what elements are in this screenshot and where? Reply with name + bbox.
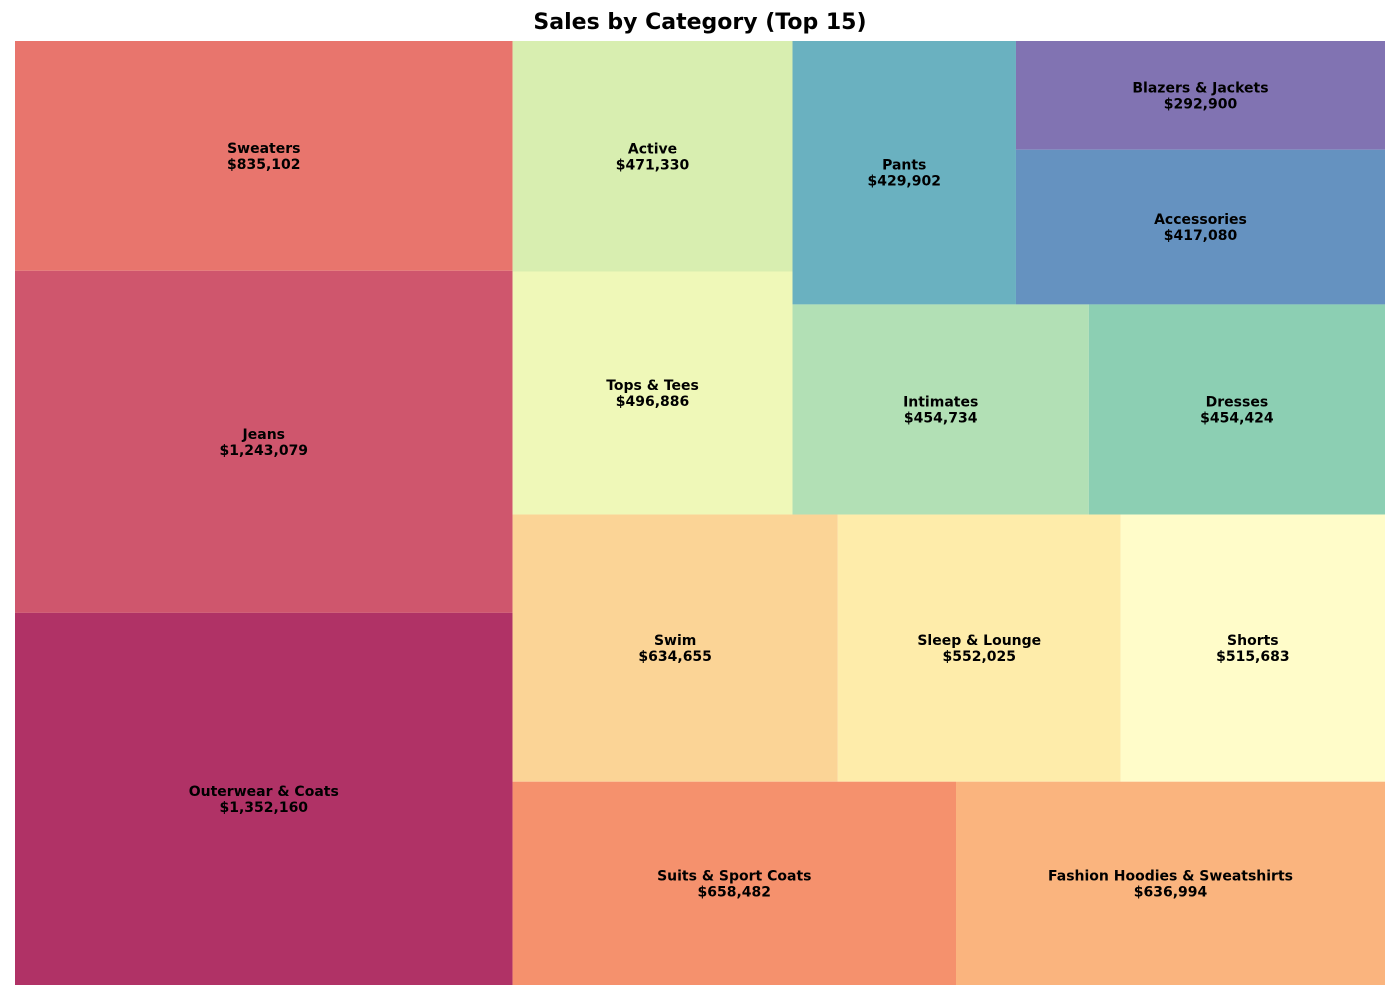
tile-value-accessories: $417,080 [1164, 228, 1238, 244]
tile-outerwear-coats: Outerwear & Coats$1,352,160 [15, 612, 513, 985]
tile-accessories: Accessories$417,080 [1015, 149, 1385, 305]
tile-rect-swim [512, 514, 838, 782]
tile-label-blazers-jackets: Blazers & Jackets [1132, 80, 1268, 96]
tile-rect-intimates [792, 304, 1089, 515]
tile-active: Active$471,330 [512, 41, 793, 272]
tile-sleep-lounge: Sleep & Lounge$552,025 [837, 514, 1121, 782]
tile-rect-jeans [15, 270, 513, 613]
tile-pants: Pants$429,902 [792, 41, 1016, 305]
tile-value-dresses: $454,424 [1200, 410, 1274, 426]
tile-value-active: $471,330 [616, 157, 690, 173]
tile-value-shorts: $515,683 [1216, 649, 1290, 665]
tile-value-intimates: $454,734 [904, 410, 978, 426]
tile-dresses: Dresses$454,424 [1088, 304, 1385, 515]
tile-value-tops-tees: $496,886 [616, 394, 690, 410]
tile-label-active: Active [628, 141, 677, 157]
tile-label-sweaters: Sweaters [227, 141, 300, 157]
tile-rect-accessories [1015, 149, 1385, 305]
tile-value-suits-sport-coats: $658,482 [698, 884, 772, 900]
tile-rect-tops-tees [512, 271, 793, 515]
tile-tops-tees: Tops & Tees$496,886 [512, 271, 793, 515]
tile-label-intimates: Intimates [903, 394, 978, 410]
tile-rect-dresses [1088, 304, 1385, 515]
tile-label-sleep-lounge: Sleep & Lounge [917, 633, 1041, 649]
tile-label-outerwear-coats: Outerwear & Coats [189, 784, 339, 800]
tile-value-outerwear-coats: $1,352,160 [219, 800, 308, 816]
tile-label-pants: Pants [882, 158, 926, 174]
tile-label-accessories: Accessories [1154, 212, 1247, 228]
tile-value-pants: $429,902 [867, 174, 941, 190]
tile-rect-outerwear-coats [15, 612, 513, 985]
tile-label-suits-sport-coats: Suits & Sport Coats [657, 868, 811, 884]
tile-label-shorts: Shorts [1227, 633, 1279, 649]
tile-shorts: Shorts$515,683 [1120, 514, 1385, 782]
tile-blazers-jackets: Blazers & Jackets$292,900 [1015, 41, 1385, 150]
tile-label-tops-tees: Tops & Tees [606, 378, 699, 394]
tile-value-swim: $634,655 [638, 649, 712, 665]
tile-rect-blazers-jackets [1015, 41, 1385, 150]
tile-rect-fashion-hoodies-sweatshirts [956, 781, 1385, 985]
tile-rect-sweaters [15, 41, 513, 271]
tile-intimates: Intimates$454,734 [792, 304, 1089, 515]
tile-value-jeans: $1,243,079 [219, 443, 308, 459]
tile-rect-suits-sport-coats [512, 781, 957, 985]
tile-rect-active [512, 41, 793, 272]
tile-jeans: Jeans$1,243,079 [15, 270, 513, 613]
tile-fashion-hoodies-sweatshirts: Fashion Hoodies & Sweatshirts$636,994 [956, 781, 1385, 985]
tile-suits-sport-coats: Suits & Sport Coats$658,482 [512, 781, 957, 985]
tile-swim: Swim$634,655 [512, 514, 838, 782]
tile-label-fashion-hoodies-sweatshirts: Fashion Hoodies & Sweatshirts [1048, 868, 1293, 884]
tile-label-jeans: Jeans [242, 427, 285, 443]
tile-value-sweaters: $835,102 [227, 157, 301, 173]
tile-rect-sleep-lounge [837, 514, 1121, 782]
tile-sweaters: Sweaters$835,102 [15, 41, 513, 271]
tile-label-dresses: Dresses [1206, 394, 1269, 410]
chart-title: Sales by Category (Top 15) [533, 10, 867, 35]
tile-rect-shorts [1120, 514, 1385, 782]
tile-value-fashion-hoodies-sweatshirts: $636,994 [1134, 884, 1208, 900]
tile-value-sleep-lounge: $552,025 [943, 649, 1017, 665]
tile-value-blazers-jackets: $292,900 [1164, 96, 1238, 112]
tile-label-swim: Swim [654, 633, 696, 649]
tile-rect-pants [792, 41, 1016, 305]
